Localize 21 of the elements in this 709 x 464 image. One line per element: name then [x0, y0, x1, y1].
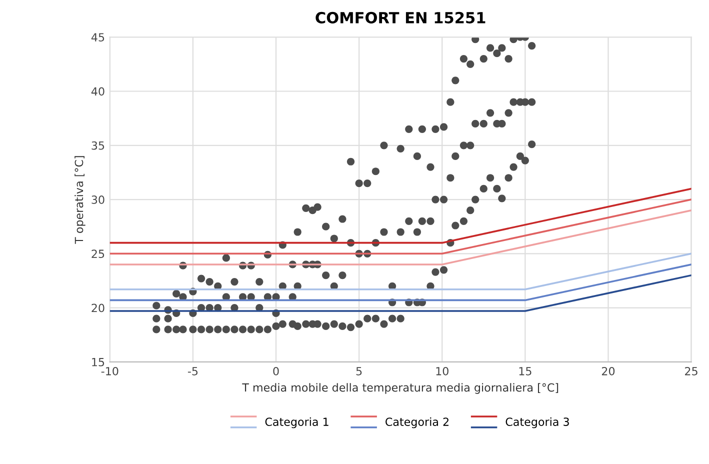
x-tick-label: 20	[602, 366, 615, 376]
x-tick-label: -10	[101, 366, 118, 376]
y-tick-label: 45	[91, 33, 104, 42]
x-tick-label: 15	[519, 367, 532, 376]
y-tick-label: 25	[92, 250, 104, 258]
y-tick-label: 40	[91, 87, 104, 96]
x-tick-label: 0	[273, 366, 279, 376]
y-tick-label: 35	[92, 141, 104, 150]
chart-title: COMFORT EN 15251	[316, 12, 486, 24]
x-tick-label: 25	[685, 366, 698, 376]
y-tick-label: 20	[92, 304, 104, 312]
x-tick-label: 5	[356, 367, 362, 376]
legend-label: Categoria 3	[506, 417, 569, 428]
y-tick-label: 15	[92, 358, 104, 366]
x-axis-title: T media mobile della temperatura media giornaliera [°C]	[242, 383, 558, 394]
y-axis-title: T operativa [°C]	[74, 156, 86, 244]
legend-label: Categoria 1	[265, 417, 328, 428]
y-tick-label: 30	[92, 195, 104, 204]
x-tick-label: -5	[188, 367, 198, 376]
x-tick-label: 10	[436, 366, 448, 376]
legend-label: Categoria 2	[386, 417, 448, 428]
